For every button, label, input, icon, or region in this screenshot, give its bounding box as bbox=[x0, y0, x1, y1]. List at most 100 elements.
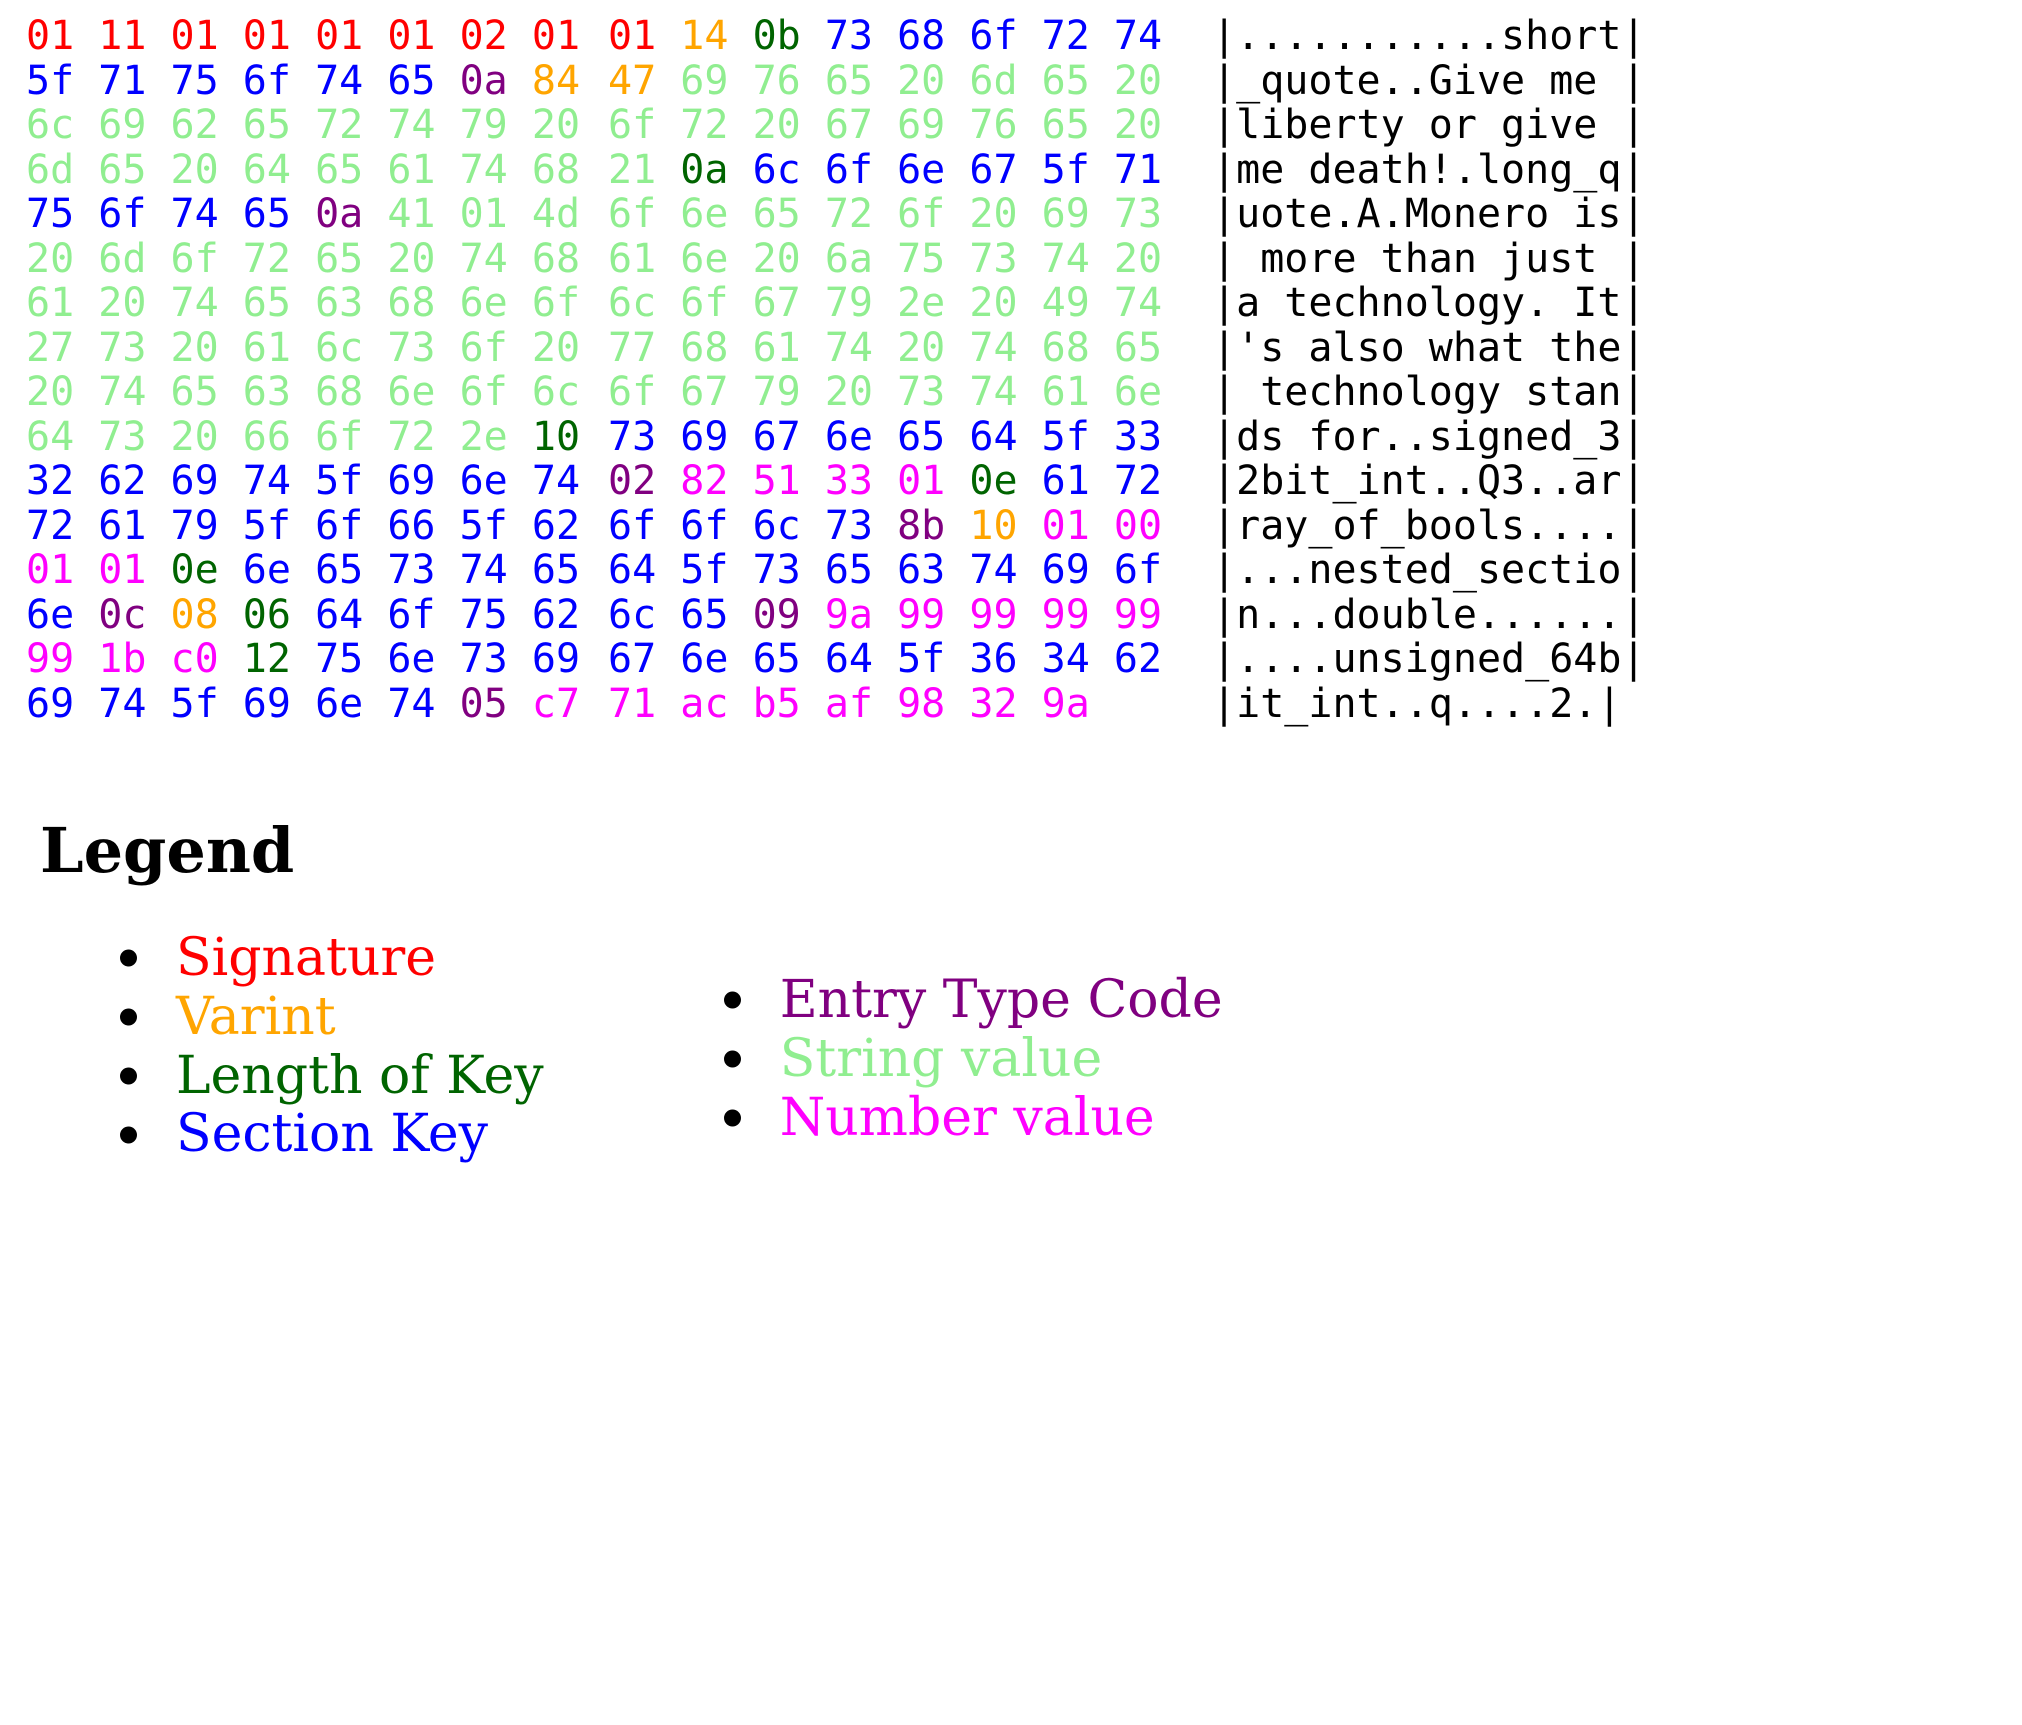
hex-byte: 76 bbox=[969, 102, 1018, 148]
bullet-icon bbox=[723, 991, 741, 1009]
hex-row: 75 6f 74 65 0a 41 01 4d 6f 6e 65 72 6f 20… bbox=[26, 192, 2022, 237]
hex-byte: 64 bbox=[242, 146, 291, 193]
hex-byte: 14 bbox=[680, 13, 729, 59]
hex-byte: 6c bbox=[752, 146, 801, 193]
ascii-text: |it_int..q....2.| bbox=[1212, 680, 1622, 727]
ascii-text: | more than just | bbox=[1212, 235, 1646, 282]
legend-item: String value bbox=[723, 1029, 1223, 1089]
hex-byte: 73 bbox=[897, 369, 946, 415]
hex-byte: 20 bbox=[387, 235, 436, 282]
hex-byte: 5f bbox=[1041, 146, 1090, 193]
bullet-icon bbox=[723, 1050, 741, 1068]
hex-row: 99 1b c0 12 75 6e 73 69 67 6e 65 64 5f 36… bbox=[26, 637, 2022, 682]
hex-byte: 63 bbox=[315, 280, 364, 326]
hex-byte: 82 bbox=[680, 458, 729, 504]
hex-byte: 6f bbox=[608, 502, 657, 549]
legend-item: Entry Type Code bbox=[723, 971, 1223, 1030]
hex-byte: 01 bbox=[387, 13, 436, 59]
hex-byte: 01 bbox=[170, 13, 219, 59]
hex-byte: 5f bbox=[170, 680, 219, 727]
hex-byte: 20 bbox=[897, 324, 946, 371]
hex-byte: 79 bbox=[170, 502, 219, 549]
hex-byte: 9a bbox=[1041, 680, 1090, 727]
hex-byte: 6e bbox=[387, 636, 436, 682]
hex-byte: 6f bbox=[315, 413, 364, 460]
hex-byte: 2e bbox=[897, 280, 946, 326]
hex-byte: 74 bbox=[531, 458, 581, 504]
legend-item-label: Varint bbox=[176, 986, 336, 1047]
ascii-text: |'s also what the| bbox=[1212, 324, 1646, 371]
hex-byte: 02 bbox=[608, 458, 657, 504]
hex-row: 64 73 20 66 6f 72 2e 10 73 69 67 6e 65 64… bbox=[26, 413, 2022, 460]
hex-dump-panel: 01 11 01 01 01 01 02 01 01 14 0b 73 68 6f… bbox=[0, 0, 2022, 726]
hex-byte: 69 bbox=[897, 102, 946, 148]
hex-byte: 65 bbox=[315, 146, 364, 193]
hex-row: 01 01 0e 6e 65 73 74 65 64 5f 73 65 63 74… bbox=[26, 548, 2022, 593]
hex-byte: 61 bbox=[98, 502, 147, 549]
hex-byte: 69 bbox=[26, 680, 75, 727]
hex-byte: 32 bbox=[969, 680, 1018, 727]
hex-byte: 49 bbox=[1041, 280, 1090, 326]
hex-byte: 64 bbox=[824, 636, 873, 682]
hex-row: 6c 69 62 65 72 74 79 20 6f 72 20 67 69 76… bbox=[26, 103, 2022, 148]
hex-byte: 36 bbox=[969, 636, 1018, 682]
hex-byte: 61 bbox=[608, 235, 657, 282]
hex-byte: 20 bbox=[170, 324, 219, 371]
hex-byte: 73 bbox=[969, 235, 1018, 282]
hex-byte: 61 bbox=[242, 324, 291, 371]
hex-row: 20 6d 6f 72 65 20 74 68 61 6e 20 6a 75 73… bbox=[26, 235, 2022, 282]
hex-byte: 66 bbox=[242, 413, 291, 460]
hex-byte: 64 bbox=[608, 547, 657, 593]
hex-byte: 6f bbox=[315, 502, 364, 549]
ascii-text: |2bit_int..Q3..ar| bbox=[1212, 458, 1646, 504]
hex-byte: 6f bbox=[680, 280, 729, 326]
hex-byte: 61 bbox=[26, 280, 75, 326]
legend-section: Legend Signature Varint Length of Key Secti… bbox=[0, 818, 2022, 1164]
hex-row: 20 74 65 63 68 6e 6f 6c 6f 67 79 20 73 74… bbox=[26, 370, 2022, 415]
hex-byte: 34 bbox=[1041, 636, 1090, 682]
hex-byte: 65 bbox=[824, 57, 873, 104]
hex-byte: 74 bbox=[170, 280, 219, 326]
hex-byte: 64 bbox=[969, 413, 1018, 460]
hex-byte: 5f bbox=[315, 458, 364, 504]
hex-byte: 73 bbox=[824, 13, 873, 59]
hex-byte: 6e bbox=[897, 146, 946, 193]
ascii-text: |...........short| bbox=[1212, 13, 1646, 59]
hex-byte: 6f bbox=[608, 369, 657, 415]
hex-byte: 72 bbox=[26, 502, 75, 549]
hex-byte: 73 bbox=[752, 547, 801, 593]
hex-byte: 21 bbox=[608, 146, 657, 193]
hex-byte: 10 bbox=[531, 413, 581, 460]
hex-byte: 66 bbox=[387, 502, 436, 549]
hex-row: 32 62 69 74 5f 69 6e 74 02 82 51 33 01 0e… bbox=[26, 459, 2022, 504]
hex-byte: 6c bbox=[315, 324, 364, 371]
hex-byte: 68 bbox=[897, 13, 946, 59]
bullet-icon bbox=[723, 1109, 741, 1127]
hex-byte: 99 bbox=[897, 591, 946, 638]
hex-byte: 6c bbox=[531, 369, 581, 415]
hex-byte: 99 bbox=[1113, 591, 1163, 638]
legend-item: Section Key bbox=[120, 1105, 544, 1164]
hex-byte: 74 bbox=[98, 680, 147, 727]
hex-byte: 73 bbox=[608, 413, 657, 460]
hex-byte: 20 bbox=[1113, 57, 1163, 104]
hex-byte: 63 bbox=[897, 547, 946, 593]
hex-byte: 6f bbox=[897, 191, 946, 237]
hex-byte: 08 bbox=[170, 591, 219, 638]
hex-byte: 74 bbox=[387, 680, 436, 727]
hex-byte: 65 bbox=[531, 547, 581, 593]
hex-byte: 72 bbox=[824, 191, 873, 237]
hex-byte: 74 bbox=[459, 547, 508, 593]
legend-item: Number value bbox=[723, 1088, 1223, 1148]
hex-byte: 0a bbox=[680, 146, 729, 193]
hex-byte: 6f bbox=[387, 591, 436, 638]
hex-byte: 9a bbox=[824, 591, 873, 638]
hex-byte: 73 bbox=[98, 413, 147, 460]
hex-byte: 65 bbox=[897, 413, 946, 460]
hex-byte: 75 bbox=[459, 591, 508, 638]
hex-byte: 72 bbox=[1041, 13, 1090, 59]
hex-byte: 74 bbox=[459, 146, 508, 193]
hex-byte: 20 bbox=[170, 413, 219, 460]
hex-byte: 00 bbox=[1113, 502, 1163, 549]
hex-byte: 75 bbox=[897, 235, 946, 282]
